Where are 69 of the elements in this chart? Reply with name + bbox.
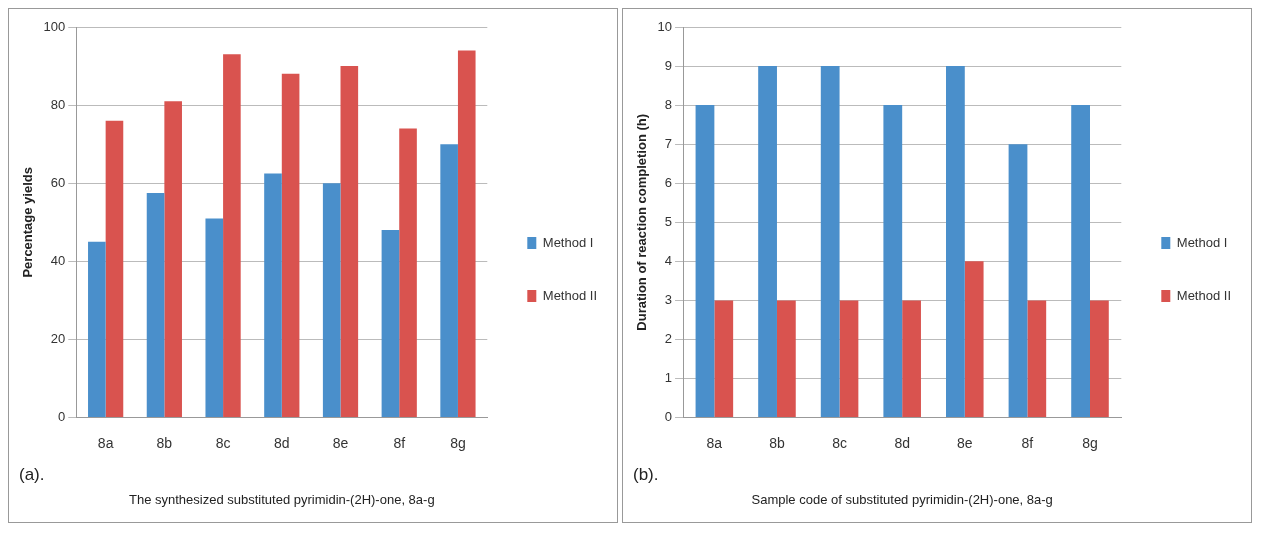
legend-label: Method I (1176, 234, 1228, 250)
y-tick-label: 2 (664, 331, 673, 347)
legend-label: Method II (542, 287, 598, 303)
x-axis-title: Sample code of substituted pyrimidin-(2H)-one, 8a-g (751, 491, 1053, 507)
bar (902, 300, 921, 418)
bar (758, 66, 777, 418)
bar (399, 128, 417, 418)
y-tick-label: 5 (664, 213, 673, 229)
x-tick-label: 8b (769, 434, 785, 451)
bar (964, 261, 984, 418)
bar (105, 120, 124, 418)
bar (457, 50, 476, 418)
bar (946, 66, 965, 418)
bar (164, 101, 182, 418)
x-tick-label: 8d (274, 434, 290, 451)
y-tick-label: 100 (43, 18, 66, 34)
y-axis-title: Percentage yields (20, 167, 36, 278)
bar (223, 54, 241, 418)
bar (1090, 300, 1109, 418)
x-tick-label: 8f (393, 434, 406, 451)
x-tick-label: 8e (332, 434, 349, 451)
bar (839, 300, 859, 418)
y-tick-label: 3 (664, 292, 673, 307)
bar (1027, 300, 1047, 418)
bar (381, 230, 400, 418)
x-tick-label: 8e (957, 434, 973, 451)
bar (776, 300, 796, 418)
bar (714, 300, 734, 418)
x-tick-label: 8c (215, 434, 231, 451)
bar (205, 218, 224, 418)
y-axis-title: Duration of reaction completion (h) (634, 113, 650, 331)
y-tick-label: 0 (58, 409, 66, 425)
bar (1008, 144, 1028, 418)
bar (146, 193, 165, 418)
y-tick-label: 9 (664, 57, 673, 73)
y-tick-label: 20 (50, 331, 66, 347)
x-axis-title: The synthesized substituted pyrimidin-(2H)-one, 8a-g (128, 491, 435, 507)
y-tick-label: 10 (657, 18, 673, 34)
y-tick-label: 40 (50, 252, 66, 268)
x-tick-label: 8f (1021, 434, 1034, 451)
bar (322, 183, 341, 418)
bar (1071, 105, 1090, 418)
y-tick-label: 8 (664, 96, 673, 112)
bar (281, 73, 300, 418)
bar (264, 173, 282, 418)
y-tick-label: 0 (664, 409, 673, 425)
legend-label: Method I (542, 234, 594, 250)
x-tick-label: 8g (1082, 434, 1098, 451)
x-tick-label: 8g (450, 434, 466, 451)
y-tick-label: 1 (664, 370, 673, 386)
bar (695, 105, 715, 418)
y-tick-label: 80 (50, 96, 66, 112)
y-tick-label: 7 (664, 135, 673, 151)
x-tick-label: 8a (97, 434, 114, 451)
x-tick-label: 8c (832, 434, 847, 451)
bar (440, 144, 458, 418)
legend-label: Method II (1176, 287, 1232, 303)
y-tick-label: 4 (664, 252, 673, 268)
x-tick-label: 8d (894, 434, 910, 451)
x-tick-label: 8a (706, 434, 723, 451)
y-tick-label: 6 (664, 174, 673, 190)
bar (820, 66, 840, 418)
bar (883, 105, 903, 418)
text: (b). (633, 465, 659, 485)
text: (a). (19, 465, 45, 485)
x-tick-label: 8b (156, 434, 173, 451)
bar (340, 66, 359, 418)
bar (88, 241, 106, 418)
y-tick-label: 60 (50, 174, 66, 190)
